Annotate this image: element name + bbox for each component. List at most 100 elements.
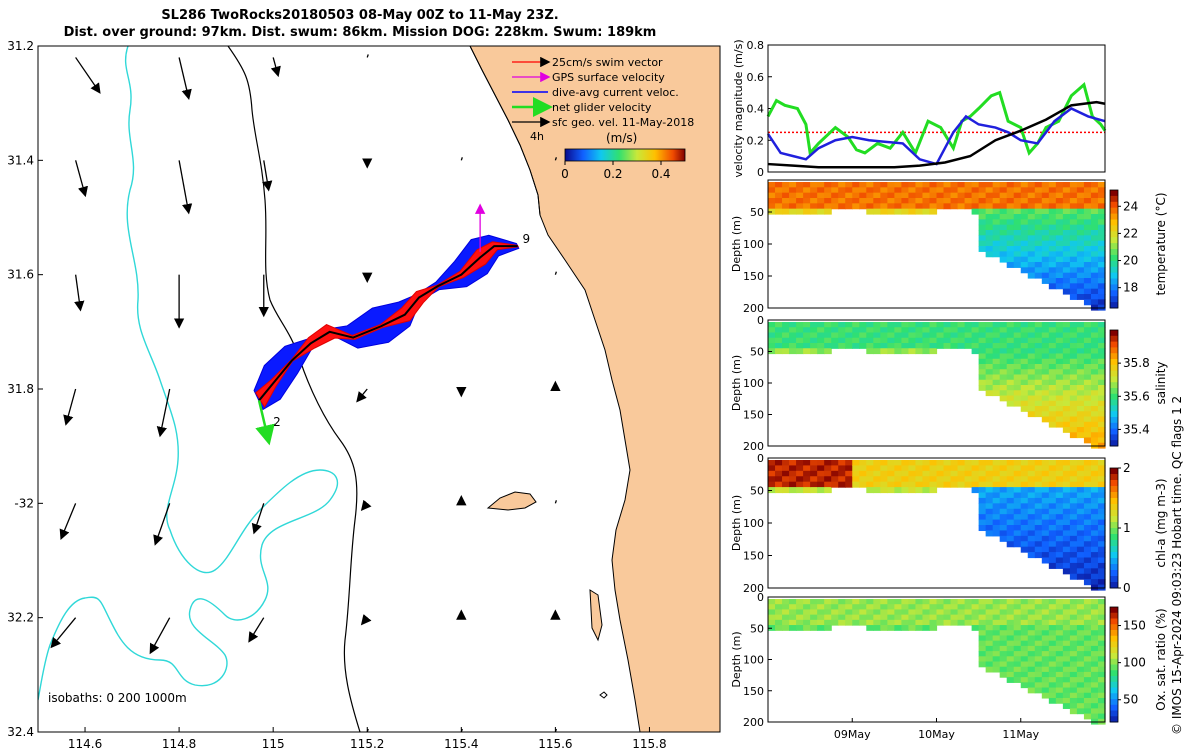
section-cell (992, 460, 1001, 467)
section-cell (1006, 481, 1015, 488)
section-cell (901, 609, 910, 616)
section-cell (775, 470, 783, 477)
section-cell (1020, 635, 1029, 642)
section-cell (929, 192, 938, 199)
section-cell (971, 609, 980, 616)
section-cell (1041, 267, 1050, 274)
section-cell (1076, 187, 1085, 194)
section-cell (859, 337, 867, 344)
section-cell (1097, 492, 1106, 499)
sfc-velocity-arrow (74, 274, 85, 312)
section-cell (985, 487, 994, 494)
section-cell (1020, 492, 1029, 499)
section-cell (943, 619, 952, 626)
section-cell (1083, 666, 1092, 673)
section-cell (894, 481, 902, 488)
section-cell (782, 609, 790, 616)
section-cell (866, 481, 874, 488)
section-cell (1097, 541, 1106, 548)
section-cell (1076, 525, 1085, 532)
section-cell (992, 481, 1001, 488)
section-cell (775, 182, 783, 188)
section-cell (1006, 385, 1015, 391)
map-y-tick-label: 31.6 (7, 268, 34, 282)
section-cell (1034, 353, 1043, 360)
section-cell (1090, 327, 1099, 334)
section-cell (1006, 619, 1015, 626)
section-cell (1076, 552, 1085, 559)
section-cell (859, 465, 867, 472)
section-cell (1020, 535, 1029, 542)
section-cell (908, 460, 917, 467)
section-cell (845, 604, 853, 611)
section-cell (1034, 267, 1043, 274)
section-cell (978, 609, 987, 616)
section-cell (1006, 460, 1015, 467)
section-cell (845, 343, 853, 349)
section-cell (992, 327, 1001, 334)
section-cell (1090, 358, 1099, 365)
section-cell (1041, 385, 1050, 391)
section-cell (1076, 343, 1085, 349)
section-cell (985, 630, 994, 637)
section-cell (796, 476, 804, 483)
section-cell (775, 337, 783, 344)
section-cell (1083, 327, 1092, 334)
section-cell (1048, 476, 1057, 483)
section-cell (1090, 416, 1099, 423)
section-cell (1013, 619, 1022, 626)
section-cell (1041, 503, 1050, 510)
section-cell (1041, 465, 1050, 472)
section-cell (908, 599, 917, 605)
section-cell (1062, 692, 1071, 699)
section-cell (1048, 630, 1057, 637)
section-cell (1048, 562, 1057, 569)
section-cell (1041, 692, 1050, 699)
section-y-tick-label: 200 (743, 716, 764, 729)
section-cell (1069, 358, 1078, 365)
section-cell (1041, 497, 1050, 504)
section-cell (1048, 198, 1057, 204)
section-cell (880, 332, 888, 339)
section-cell (845, 192, 853, 199)
section-cell (1076, 514, 1085, 521)
section-cell (775, 327, 783, 334)
section-cell (1041, 390, 1050, 397)
section-cell (1013, 369, 1022, 376)
section-cell (880, 208, 888, 215)
section-cell (1097, 364, 1106, 370)
section-cell (936, 470, 945, 477)
section-cell (1097, 487, 1106, 494)
section-cell (1069, 630, 1078, 637)
section-cell (1034, 262, 1043, 268)
section-cell (1090, 442, 1099, 449)
section-cell (992, 619, 1001, 626)
section-cell (1069, 224, 1078, 231)
section-cell (1083, 294, 1092, 300)
section-cell (971, 599, 980, 605)
section-cell (1083, 677, 1092, 683)
section-cell (922, 182, 931, 188)
section-cell (824, 208, 832, 215)
section-cell (922, 465, 931, 472)
section-y-tick-label: 50 (750, 622, 764, 635)
footer-note: © IMOS 15-Apr-2024 09:03:23 Hobart time.… (1170, 395, 1184, 735)
section-cell (1027, 246, 1036, 252)
section-cell (789, 460, 797, 467)
section-cell (838, 343, 846, 349)
section-cell (950, 599, 959, 605)
section-cell (1041, 604, 1050, 611)
section-ylabel: Depth (m) (730, 355, 743, 411)
section-cell (985, 599, 994, 605)
section-cell (1097, 476, 1106, 483)
section-colorbar-segment (1110, 687, 1118, 694)
section-cell (873, 609, 881, 616)
section-cell (1048, 192, 1057, 199)
sfc-velocity-arrow (554, 271, 557, 275)
section-cell (859, 327, 867, 334)
section-cell (894, 476, 902, 483)
section-colorbar-segment (1110, 434, 1118, 441)
section-cell (1090, 251, 1099, 258)
section-cell (1020, 374, 1029, 381)
